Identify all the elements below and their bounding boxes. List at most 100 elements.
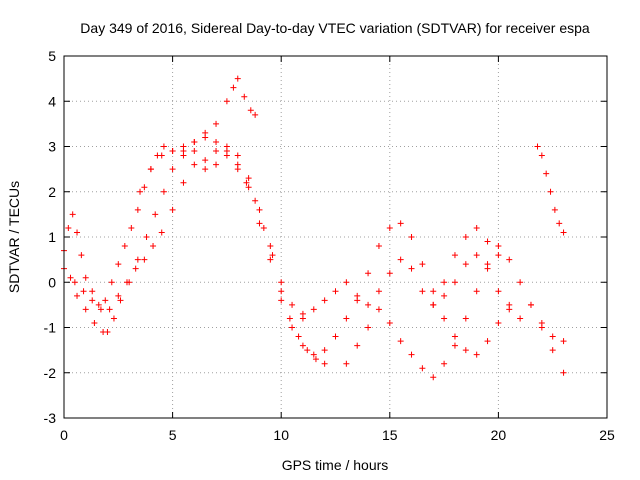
data-point — [243, 179, 250, 186]
data-point — [473, 288, 480, 295]
data-point — [132, 265, 139, 272]
data-point — [91, 319, 98, 326]
data-point — [547, 188, 554, 195]
x-tick-label: 20 — [491, 427, 507, 443]
data-point — [67, 274, 74, 281]
series-trace-7 — [343, 243, 567, 381]
data-point — [213, 148, 220, 155]
data-point — [310, 351, 317, 358]
data-point — [137, 188, 144, 195]
series-trace-5 — [299, 252, 567, 345]
data-point — [397, 256, 404, 263]
data-point — [134, 206, 141, 213]
data-point — [78, 252, 85, 259]
data-point — [517, 315, 524, 322]
data-point — [89, 297, 96, 304]
series-trace-3 — [71, 152, 317, 358]
y-tick-label: -2 — [44, 365, 57, 381]
data-point — [213, 161, 220, 168]
data-point — [430, 301, 437, 308]
data-point — [117, 297, 124, 304]
data-point — [110, 315, 117, 322]
y-tick-label: -1 — [44, 320, 57, 336]
data-point — [534, 143, 541, 150]
data-point — [289, 324, 296, 331]
data-point — [82, 274, 89, 281]
data-point — [332, 288, 339, 295]
data-point — [267, 256, 274, 263]
data-point — [97, 306, 104, 313]
data-point — [247, 107, 254, 114]
data-point — [441, 360, 448, 367]
data-point — [343, 360, 350, 367]
data-point — [386, 270, 393, 277]
data-point — [180, 143, 187, 150]
data-point — [299, 315, 306, 322]
data-point — [473, 252, 480, 259]
data-point — [252, 111, 259, 118]
series-trace-6 — [321, 220, 513, 358]
data-point — [527, 301, 534, 308]
data-point — [245, 184, 252, 191]
data-point — [441, 279, 448, 286]
data-point — [462, 261, 469, 268]
data-point — [451, 252, 458, 259]
data-point — [115, 292, 122, 299]
x-axis-label: GPS time / hours — [282, 457, 389, 473]
data-point — [213, 138, 220, 145]
data-point — [256, 206, 263, 213]
data-point — [343, 315, 350, 322]
data-point — [102, 297, 109, 304]
data-point — [495, 319, 502, 326]
data-point — [517, 279, 524, 286]
data-point — [295, 333, 302, 340]
data-point — [397, 338, 404, 345]
data-point — [202, 129, 209, 136]
data-point — [560, 369, 567, 376]
data-point — [158, 229, 165, 236]
data-point — [354, 297, 361, 304]
data-point — [169, 206, 176, 213]
data-point — [538, 324, 545, 331]
data-point — [147, 166, 154, 173]
data-point — [278, 279, 285, 286]
y-tick-label: 5 — [48, 48, 56, 64]
data-point — [106, 306, 113, 313]
data-point — [143, 234, 150, 240]
data-point — [180, 179, 187, 186]
data-point — [169, 166, 176, 173]
data-point — [234, 166, 241, 173]
data-point — [123, 279, 130, 286]
data-point — [375, 306, 382, 313]
series-trace-9 — [534, 143, 567, 236]
data-point — [365, 270, 372, 277]
series-trace-4 — [137, 143, 306, 317]
data-point — [365, 301, 372, 308]
chart-title: Day 349 of 2016, Sidereal Day-to-day VTE… — [80, 20, 590, 36]
data-point — [289, 301, 296, 308]
data-point — [69, 211, 76, 218]
data-point — [141, 184, 148, 191]
x-tick-label: 5 — [169, 427, 177, 443]
series-trace-8 — [430, 224, 502, 308]
data-point — [160, 143, 167, 150]
data-point — [419, 365, 426, 372]
data-point — [128, 224, 135, 231]
data-point — [430, 374, 437, 381]
x-tick-label: 15 — [382, 427, 398, 443]
data-point — [89, 288, 96, 295]
data-point — [441, 292, 448, 299]
data-point — [152, 211, 159, 218]
data-point — [108, 279, 115, 286]
data-point — [495, 288, 502, 295]
data-point — [286, 315, 293, 322]
data-point — [354, 342, 361, 349]
data-point — [375, 288, 382, 295]
data-point — [160, 188, 167, 195]
data-point — [451, 279, 458, 286]
data-point — [71, 279, 78, 286]
data-point — [321, 297, 328, 304]
axis-ticks: 0 5 10 15 20 25 -3 -2 -1 0 1 2 3 4 5 — [44, 48, 615, 443]
data-point — [495, 252, 502, 259]
data-point — [549, 333, 556, 340]
